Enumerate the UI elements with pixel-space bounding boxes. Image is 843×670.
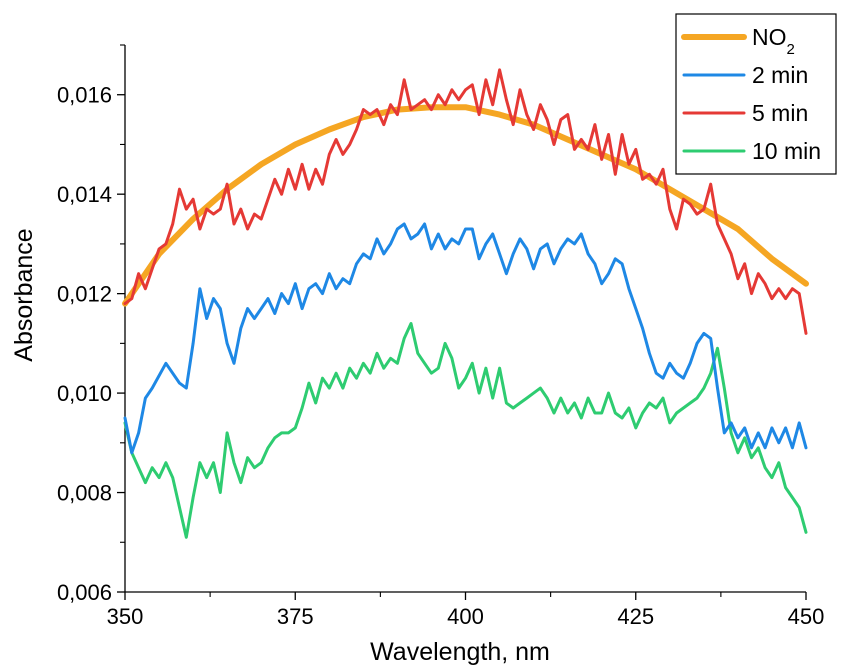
legend-label: 5 min (752, 100, 808, 126)
series-line-2-min (123, 222, 808, 455)
y-tick-label: 0,006 (57, 580, 112, 605)
x-tick-label: 350 (107, 604, 144, 629)
x-tick-label: 400 (447, 604, 484, 629)
axes: 350 375 400 425 450 0,006 0,008 0,010 0,012 0,014… (57, 44, 825, 629)
x-axis-title: Wavelength, nm (370, 638, 550, 666)
y-tick-label: 0,016 (57, 83, 112, 108)
legend-label: 10 min (752, 138, 821, 164)
legend-label: 2 min (752, 62, 808, 88)
series-lines (122, 68, 809, 539)
y-axis-title: Absorbance (10, 228, 38, 361)
series-line-5-min (123, 68, 808, 335)
y-tick-label: 0,010 (57, 381, 112, 406)
x-tick-label: 425 (617, 604, 654, 629)
series-line-10-min (123, 322, 808, 539)
x-tick-label: 450 (788, 604, 825, 629)
series-line-no2 (122, 104, 809, 307)
x-tick-label: 375 (277, 604, 314, 629)
legend-box (675, 13, 837, 175)
y-tick-label: 0,014 (57, 182, 112, 207)
y-tick-label: 0,012 (57, 282, 112, 307)
y-tick-label: 0,008 (57, 481, 112, 506)
legend-label-subscript: 2 (787, 41, 795, 58)
